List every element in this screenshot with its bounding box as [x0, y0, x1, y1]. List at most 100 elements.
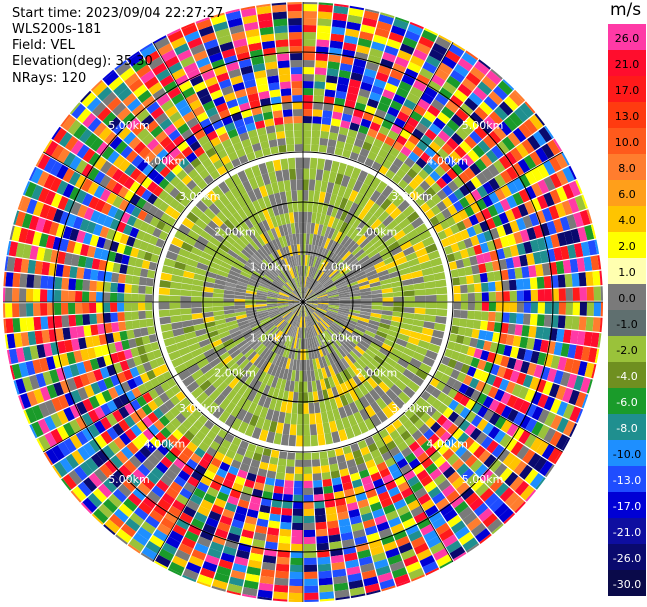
velocity-gate [396, 151, 408, 163]
velocity-gate [390, 367, 403, 379]
velocity-gate [526, 253, 535, 266]
velocity-gate [393, 251, 406, 261]
velocity-gate [385, 480, 397, 491]
velocity-gate [303, 17, 317, 26]
velocity-gate [339, 265, 350, 275]
velocity-gate [75, 279, 84, 291]
velocity-gate [460, 229, 470, 240]
velocity-gate [425, 288, 437, 296]
velocity-gate [158, 295, 170, 302]
velocity-gate [329, 463, 339, 472]
velocity-gate [559, 216, 571, 231]
velocity-gate [592, 270, 601, 286]
velocity-gate [313, 493, 324, 502]
velocity-gate [314, 324, 322, 335]
velocity-gate [450, 269, 459, 278]
range-ring-label: 3.00km [179, 402, 221, 415]
velocity-gate [412, 145, 424, 157]
velocity-gate [464, 386, 475, 398]
velocity-gate [490, 68, 503, 80]
velocity-gate [351, 115, 362, 125]
velocity-gate [125, 274, 133, 284]
velocity-gate [496, 225, 507, 238]
velocity-gate [437, 479, 451, 492]
velocity-gate [33, 303, 41, 317]
velocity-gate [526, 227, 537, 241]
velocity-gate [352, 180, 364, 193]
velocity-gate [54, 290, 62, 302]
colorbar-tick-label: -6.0 [616, 396, 637, 409]
velocity-gate [535, 326, 544, 339]
velocity-gate [442, 196, 453, 208]
velocity-gate [303, 46, 316, 54]
velocity-gate [273, 432, 283, 445]
velocity-gate [396, 134, 408, 146]
velocity-gate [378, 322, 391, 330]
velocity-gate [414, 307, 426, 315]
velocity-gate [312, 325, 318, 336]
velocity-gate [475, 483, 489, 497]
velocity-gate [12, 272, 21, 288]
velocity-gate [495, 302, 504, 312]
velocity-gate [326, 239, 334, 251]
velocity-gate [408, 441, 421, 452]
velocity-gate [170, 315, 182, 323]
velocity-gate [317, 18, 332, 27]
velocity-gate [341, 267, 352, 277]
velocity-gate [303, 244, 306, 255]
velocity-gate [451, 520, 466, 534]
velocity-gate [435, 522, 451, 536]
velocity-gate [344, 452, 354, 462]
velocity-gate [358, 208, 369, 220]
velocity-gate [344, 199, 354, 212]
velocity-gate [303, 168, 310, 180]
velocity-gate [312, 123, 321, 131]
velocity-gate [332, 242, 341, 254]
velocity-gate [328, 268, 338, 278]
velocity-gate [346, 458, 357, 468]
velocity-gate [484, 473, 499, 488]
velocity-gate [312, 473, 322, 481]
velocity-gate [223, 305, 235, 311]
velocity-gate [395, 256, 408, 266]
velocity-gate [340, 174, 351, 188]
velocity-gate [365, 436, 375, 447]
velocity-gate [433, 135, 446, 148]
velocity-gate [464, 97, 479, 111]
velocity-gate [397, 199, 410, 213]
velocity-gate [280, 521, 292, 530]
velocity-gate [373, 385, 386, 398]
velocity-gate [313, 88, 325, 96]
velocity-gate [274, 25, 288, 34]
velocity-gate [387, 554, 403, 566]
colorbar-tick-label: 0.0 [618, 292, 636, 305]
velocity-gate [442, 407, 454, 419]
velocity-gate [306, 304, 316, 311]
velocity-gate [282, 494, 293, 502]
velocity-gate [549, 156, 562, 172]
velocity-gate [331, 386, 340, 399]
velocity-gate [83, 325, 92, 337]
velocity-gate [508, 279, 517, 291]
velocity-gate [304, 265, 307, 277]
velocity-gate [54, 315, 63, 328]
velocity-gate [338, 331, 349, 341]
velocity-gate [494, 482, 509, 497]
velocity-gate [434, 93, 449, 106]
velocity-gate [370, 414, 382, 427]
velocity-gate [452, 427, 464, 440]
velocity-gate [430, 182, 442, 194]
velocity-gate [293, 116, 303, 124]
velocity-gate [397, 358, 410, 369]
velocity-gate [387, 401, 400, 414]
velocity-gate [296, 179, 303, 191]
velocity-gate [561, 152, 570, 166]
velocity-gate [493, 502, 509, 518]
velocity-gate [391, 174, 402, 185]
velocity-gate [313, 487, 324, 495]
velocity-gate [397, 111, 410, 123]
velocity-gate [446, 376, 457, 388]
velocity-gate [462, 336, 472, 346]
velocity-gate [312, 466, 321, 474]
velocity-gate [315, 169, 324, 181]
